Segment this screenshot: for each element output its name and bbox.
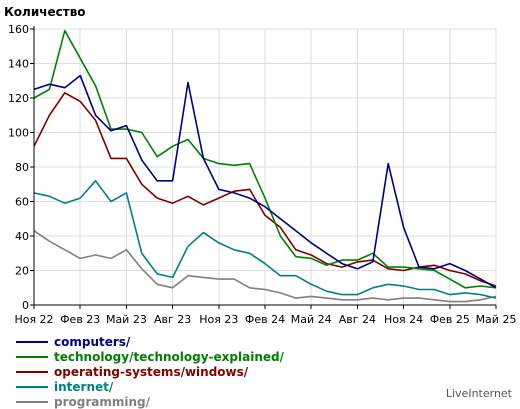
legend-label: internet/: [54, 379, 114, 394]
y-tick-label: 120: [8, 92, 29, 105]
legend-item: technology/technology-explained/: [16, 349, 284, 364]
legend-item: operating-systems/windows/: [16, 364, 284, 379]
x-tick-label: Авг 24: [339, 313, 376, 326]
x-tick-label: Ноя 24: [384, 313, 423, 326]
x-tick-label: Авг 23: [154, 313, 191, 326]
series-line: [33, 180, 497, 299]
legend-label: technology/technology-explained/: [54, 349, 284, 364]
y-tick-label: 160: [8, 23, 29, 36]
axes: [30, 26, 497, 309]
legend-swatch: [16, 355, 48, 358]
y-tick-label: 40: [15, 230, 29, 243]
legend-label: programming/: [54, 394, 150, 409]
legend-swatch: [16, 385, 48, 388]
series-line: [33, 230, 497, 303]
legend: computers/technology/technology-explaine…: [16, 334, 284, 409]
y-tick-label: 0: [22, 299, 29, 312]
legend-item: internet/: [16, 379, 284, 394]
legend-label: operating-systems/windows/: [54, 364, 249, 379]
footer-brand: LiveInternet: [445, 387, 512, 400]
x-tick-labels: Ноя 22 Фев 23 Май 23 Авг 23 Ноя 23 Фев 24 Май …: [14, 313, 516, 326]
legend-swatch: [16, 370, 48, 373]
legend-item: computers/: [16, 334, 284, 349]
legend-swatch: [16, 340, 48, 343]
x-tick-label: Фев 25: [430, 313, 470, 326]
x-tick-label: Май 24: [291, 313, 332, 326]
x-tick-label: Май 25: [476, 313, 517, 326]
x-tick-label: Ноя 22: [14, 313, 53, 326]
x-tick-label: Фев 23: [60, 313, 100, 326]
series-line: [33, 74, 497, 289]
legend-swatch: [16, 400, 48, 403]
legend-label: computers/: [54, 334, 131, 349]
line-chart: Количество 0 20 40 60 80 100 120 140 160 Ноя 22 Ф…: [4, 5, 516, 326]
y-tick-label: 140: [8, 58, 29, 71]
x-tick-label: Фев 24: [245, 313, 285, 326]
x-tick-label: Май 23: [106, 313, 147, 326]
series-lines: [33, 29, 497, 303]
y-tick-label: 100: [8, 127, 29, 140]
y-axis-label: Количество: [4, 5, 86, 19]
y-tick-labels: 0 20 40 60 80 100 120 140 160: [8, 23, 29, 312]
y-tick-label: 20: [15, 265, 29, 278]
y-tick-label: 60: [15, 196, 29, 209]
x-tick-label: Ноя 23: [199, 313, 238, 326]
legend-item: programming/: [16, 394, 284, 409]
y-tick-label: 80: [15, 161, 29, 174]
series-line: [33, 29, 497, 289]
